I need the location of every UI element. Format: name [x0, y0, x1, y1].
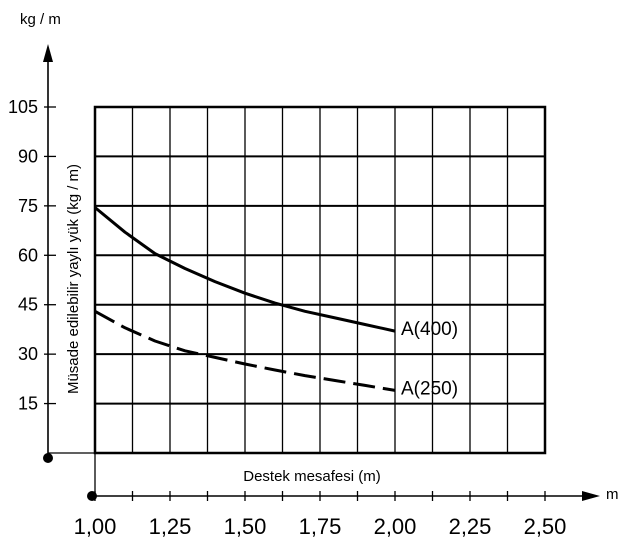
- y-tick-label: 105: [8, 97, 38, 117]
- y-unit-label: kg / m: [20, 11, 61, 28]
- y-axis-origin-dot: [43, 453, 53, 463]
- x-tick-label: 1,50: [224, 514, 267, 539]
- series-label-1: A(400): [401, 319, 458, 340]
- y-tick-label: 15: [18, 394, 38, 414]
- x-tick-label: 1,25: [149, 514, 192, 539]
- y-ticks: 15 30 45 60 75 90 105: [8, 97, 56, 414]
- series-line-2: [94, 309, 396, 392]
- x-tick-label: 2,00: [374, 514, 417, 539]
- x-tick-label: 2,25: [449, 514, 492, 539]
- grid: [93, 105, 547, 455]
- x-unit-label: m: [606, 486, 619, 503]
- axes: [43, 44, 600, 501]
- y-axis-title: Müsade edilebilir yaylı yük (kg / m): [65, 164, 82, 394]
- y-axis-arrow: [43, 44, 53, 62]
- y-tick-label: 75: [18, 196, 38, 216]
- x-axis-title: Destek mesafesi (m): [243, 468, 381, 485]
- x-axis-arrow: [582, 491, 600, 501]
- y-tick-label: 45: [18, 295, 38, 315]
- x-tick-label: 2,50: [524, 514, 567, 539]
- y-tick-label: 90: [18, 146, 38, 166]
- x-tick-label: 1,00: [74, 514, 117, 539]
- grid-frame: [93, 105, 547, 455]
- y-tick-label: 60: [18, 245, 38, 265]
- series-line-1: [94, 206, 396, 333]
- series-label-2: A(250): [401, 378, 458, 399]
- x-ticks: 1,00 1,25 1,50 1,75 2,00 2,25 2,50: [74, 491, 567, 539]
- y-tick-label: 30: [18, 344, 38, 364]
- series: A(400) A(250): [94, 206, 458, 399]
- x-tick-label: 1,75: [299, 514, 342, 539]
